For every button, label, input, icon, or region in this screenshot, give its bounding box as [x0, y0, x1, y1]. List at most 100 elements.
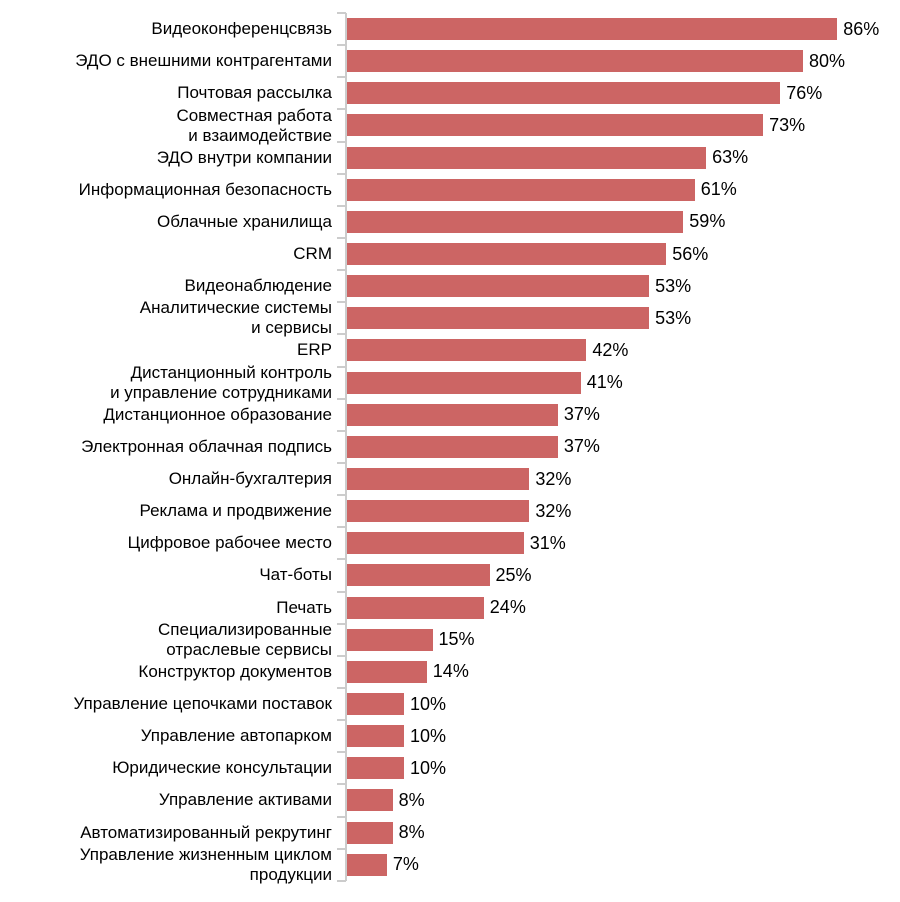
- bar: [347, 18, 838, 41]
- category-label: Печать: [276, 597, 332, 617]
- bar-row: Управление активами 8%: [0, 783, 900, 816]
- value-label: 37%: [563, 436, 600, 457]
- value-label: 14%: [432, 661, 469, 682]
- bar: [347, 307, 650, 330]
- bar: [347, 178, 695, 201]
- bar-row: Чат-боты 25%: [0, 558, 900, 591]
- bar-track: 10%: [337, 751, 900, 784]
- bar-row: CRM 56%: [0, 236, 900, 270]
- bar-track: 53%: [337, 301, 900, 334]
- value-label: 53%: [655, 275, 692, 296]
- category-label: Дистанционный контроль и управление сотр…: [110, 362, 332, 402]
- bar-track: 31%: [337, 526, 900, 559]
- bar-row: Конструктор документов 14%: [0, 654, 900, 688]
- bar-track: 80%: [337, 44, 900, 77]
- value-label: 25%: [495, 564, 532, 585]
- bar-row: Онлайн-бухгалтерия 32%: [0, 461, 900, 495]
- bar: [347, 275, 650, 298]
- category-label: Управление жизненным циклом продукции: [79, 844, 332, 884]
- category-label: Видеонаблюдение: [184, 276, 333, 296]
- bar-row: Автоматизированный рекрутинг 8%: [0, 815, 900, 849]
- bar: [347, 114, 764, 137]
- bar-track: 56%: [337, 236, 900, 270]
- bar: [347, 435, 558, 458]
- bar-track: 8%: [337, 815, 900, 849]
- bar: [347, 210, 684, 233]
- bar-track: 32%: [337, 461, 900, 495]
- value-label: 31%: [529, 532, 566, 553]
- category-label: Юридические консультации: [112, 758, 332, 778]
- bar: [347, 339, 587, 362]
- value-label: 32%: [535, 500, 572, 521]
- category-label: Аналитические системы и сервисы: [139, 298, 332, 338]
- value-label: 56%: [672, 243, 709, 264]
- bar-row: Цифровое рабочее место 31%: [0, 526, 900, 559]
- bar: [347, 371, 581, 394]
- category-label: ERP: [297, 340, 332, 360]
- value-label: 59%: [689, 211, 726, 232]
- value-label: 41%: [586, 372, 623, 393]
- bar-row: Дистанционный контроль и управление сотр…: [0, 362, 900, 402]
- bar-track: 37%: [337, 397, 900, 431]
- value-label: 73%: [769, 114, 806, 135]
- bar-track: 10%: [337, 686, 900, 720]
- value-label: 37%: [563, 404, 600, 425]
- bar-track: 7%: [337, 847, 900, 882]
- category-label: Цифровое рабочее место: [127, 533, 332, 553]
- category-label: ЭДО внутри компании: [156, 147, 332, 167]
- category-label: Информационная безопасность: [78, 179, 332, 199]
- bar-track: 86%: [337, 11, 900, 45]
- value-label: 7%: [392, 854, 419, 875]
- bar-track: 25%: [337, 558, 900, 591]
- bar-row: Управление цепочками поставок 10%: [0, 686, 900, 720]
- bar: [347, 243, 667, 266]
- bar-track: 59%: [337, 204, 900, 238]
- bar-row: Совместная работа и взаимодействие 73%: [0, 105, 900, 145]
- value-label: 15%: [438, 629, 475, 650]
- bar-track: 8%: [337, 783, 900, 816]
- bar: [347, 564, 490, 587]
- bar-track: 41%: [337, 365, 900, 399]
- category-label: Видеоконференцсвязь: [151, 19, 332, 39]
- bar-row: Реклама и продвижение 32%: [0, 494, 900, 527]
- bar: [347, 789, 393, 812]
- bar-row: Дистанционное образование 37%: [0, 397, 900, 431]
- bar: [347, 853, 387, 876]
- bar: [347, 693, 404, 716]
- category-label: Управление активами: [158, 790, 332, 810]
- bar-row: Информационная безопасность 61%: [0, 172, 900, 206]
- category-label: Совместная работа и взаимодействие: [176, 105, 332, 145]
- value-label: 86%: [843, 18, 880, 39]
- value-label: 24%: [489, 597, 526, 618]
- value-label: 32%: [535, 468, 572, 489]
- bar-row: Облачные хранилища 59%: [0, 204, 900, 238]
- bar-track: 32%: [337, 494, 900, 527]
- bar: [347, 50, 803, 73]
- bar-track: 53%: [337, 269, 900, 302]
- category-axis-line: [345, 13, 347, 881]
- bar-row: Аналитические системы и сервисы 53%: [0, 298, 900, 338]
- category-label: ЭДО с внешними контрагентами: [75, 51, 332, 71]
- bar-row: Видеонаблюдение 53%: [0, 269, 900, 302]
- bar: [347, 532, 524, 555]
- bar-track: 76%: [337, 76, 900, 109]
- category-label: Чат-боты: [259, 565, 332, 585]
- bar-row: Печать 24%: [0, 590, 900, 624]
- category-label: CRM: [293, 244, 332, 264]
- category-label: Электронная облачная подпись: [81, 436, 332, 456]
- bar-track: 15%: [337, 622, 900, 656]
- value-label: 42%: [592, 339, 629, 360]
- bar-track: 37%: [337, 429, 900, 463]
- bar-row: Видеоконференцсвязь 86%: [0, 11, 900, 45]
- category-label: Управление цепочками поставок: [73, 694, 333, 714]
- value-label: 76%: [786, 82, 823, 103]
- bar-track: 42%: [337, 333, 900, 366]
- bar-track: 14%: [337, 654, 900, 688]
- bar-row: ЭДО с внешними контрагентами 80%: [0, 44, 900, 77]
- value-label: 10%: [410, 725, 447, 746]
- category-label: Реклама и продвижение: [139, 501, 333, 521]
- category-label: Дистанционное образование: [103, 404, 332, 424]
- bar-track: 24%: [337, 590, 900, 624]
- bar-row: Специализированные отраслевые сервисы 15…: [0, 620, 900, 659]
- bar-row: Управление автопарком 10%: [0, 719, 900, 752]
